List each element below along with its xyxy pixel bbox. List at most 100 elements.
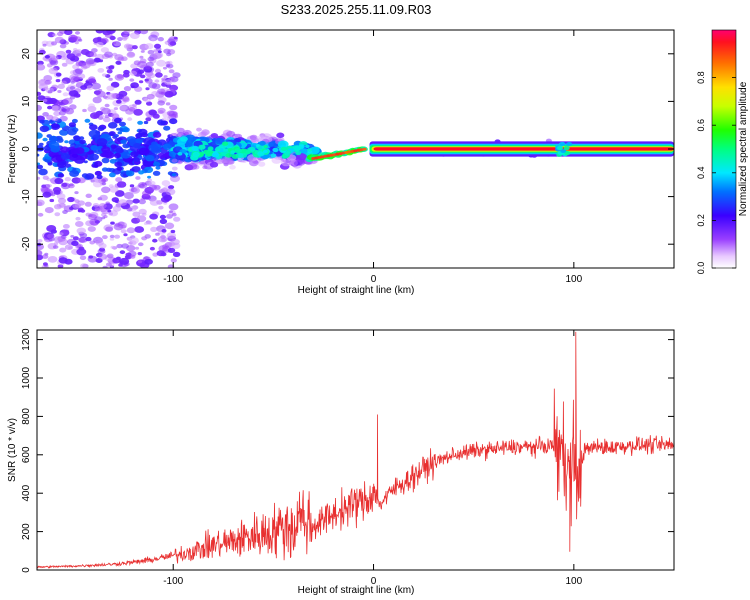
noise-blob <box>58 110 66 116</box>
noise-blob <box>108 77 113 81</box>
noise-blob <box>42 175 49 180</box>
noise-blob <box>115 60 122 65</box>
noise-blob <box>162 66 168 70</box>
colorbar-gradient <box>711 29 737 269</box>
noise-blob <box>153 49 159 53</box>
scatter-blob <box>257 161 266 167</box>
noise-blob <box>76 53 82 57</box>
noise-blob <box>158 236 168 243</box>
noise-blob <box>157 37 164 42</box>
noise-blob <box>113 117 122 124</box>
noise-blob <box>75 221 84 227</box>
spectrogram-y-tick-label: 0 <box>21 146 32 152</box>
noise-blob <box>117 131 123 135</box>
noise-blob <box>37 132 43 139</box>
noise-blob <box>112 41 117 45</box>
tone-burst-blob <box>557 145 563 151</box>
noise-blob <box>119 121 126 127</box>
noise-blob <box>168 185 175 190</box>
noise-blob <box>37 95 46 101</box>
noise-blob <box>116 181 127 188</box>
scatter-hot-blob <box>284 151 291 156</box>
noise-blob <box>76 248 87 256</box>
scatter-hot-blob <box>270 153 277 158</box>
noise-core-blob <box>162 143 173 151</box>
noise-blob <box>50 41 58 46</box>
noise-blob <box>68 122 77 128</box>
noise-blob <box>61 80 67 85</box>
scatter-hot-blob <box>230 150 236 154</box>
noise-blob <box>155 72 163 78</box>
noise-blob <box>58 232 64 236</box>
noise-blob <box>106 69 113 74</box>
noise-blob <box>161 117 167 121</box>
noise-blob <box>121 243 129 249</box>
noise-blob <box>133 60 141 66</box>
noise-core-blob <box>120 139 127 145</box>
noise-blob <box>98 253 108 260</box>
noise-blob <box>163 75 168 78</box>
noise-blob <box>39 119 45 124</box>
noise-blob <box>86 85 94 91</box>
noise-blob <box>81 62 91 69</box>
noise-blob <box>55 79 61 83</box>
scatter-hot-blob <box>305 144 310 148</box>
noise-blob <box>167 196 172 200</box>
noise-core-blob <box>88 129 101 138</box>
spectrogram-y-tick-label: -10 <box>21 189 32 204</box>
noise-blob <box>147 49 155 55</box>
noise-blob <box>64 30 73 36</box>
noise-core-blob <box>93 160 103 167</box>
figure-title: S233.2025.255.11.09.R03 <box>281 2 432 17</box>
noise-core-blob <box>73 135 81 142</box>
spectrogram-y-axis-label: Frequency (Hz) <box>7 115 18 184</box>
noise-blob <box>88 103 95 109</box>
scatter-hot-blob <box>223 148 228 152</box>
noise-blob <box>55 72 62 77</box>
noise-blob <box>105 226 113 232</box>
noise-blob <box>105 262 112 267</box>
noise-blob <box>69 170 80 177</box>
noise-blob <box>101 179 107 183</box>
noise-blob <box>162 244 169 250</box>
noise-blob <box>164 91 174 98</box>
noise-blob <box>69 183 74 187</box>
noise-blob <box>129 32 140 39</box>
noise-blob <box>126 207 133 212</box>
noise-blob <box>123 233 128 237</box>
noise-core-blob <box>51 154 63 163</box>
noise-blob <box>121 224 127 229</box>
noise-blob <box>119 257 130 265</box>
noise-blob <box>73 48 78 51</box>
noise-core-blob <box>115 147 124 154</box>
tone-burst-blob <box>563 146 570 151</box>
noise-blob <box>80 85 88 90</box>
noise-core-blob <box>114 161 123 168</box>
scatter-hot-blob <box>192 151 200 157</box>
noise-blob <box>138 80 144 84</box>
noise-blob <box>129 78 135 82</box>
noise-blob <box>117 56 125 62</box>
noise-blob <box>123 30 130 35</box>
noise-blob <box>75 48 82 53</box>
spectrogram-x-tick-label: 0 <box>371 274 377 285</box>
spectrogram-y-tick-label: 10 <box>21 95 32 107</box>
tone-burst-blob <box>564 151 571 156</box>
noise-blob <box>64 108 75 115</box>
noise-blob <box>64 140 69 144</box>
noise-blob <box>42 191 52 198</box>
noise-blob <box>95 41 104 48</box>
noise-blob <box>131 45 138 50</box>
noise-blob <box>165 102 171 106</box>
noise-blob <box>163 125 171 131</box>
noise-blob <box>92 96 102 104</box>
noise-blob <box>169 104 178 111</box>
noise-core-blob <box>71 153 79 158</box>
noise-blob <box>46 225 57 232</box>
noise-blob <box>114 234 121 239</box>
scatter-hot-blob <box>231 154 239 159</box>
noise-blob <box>87 255 98 263</box>
noise-blob <box>59 247 67 253</box>
noise-blob <box>159 218 168 224</box>
noise-blob <box>59 43 67 49</box>
